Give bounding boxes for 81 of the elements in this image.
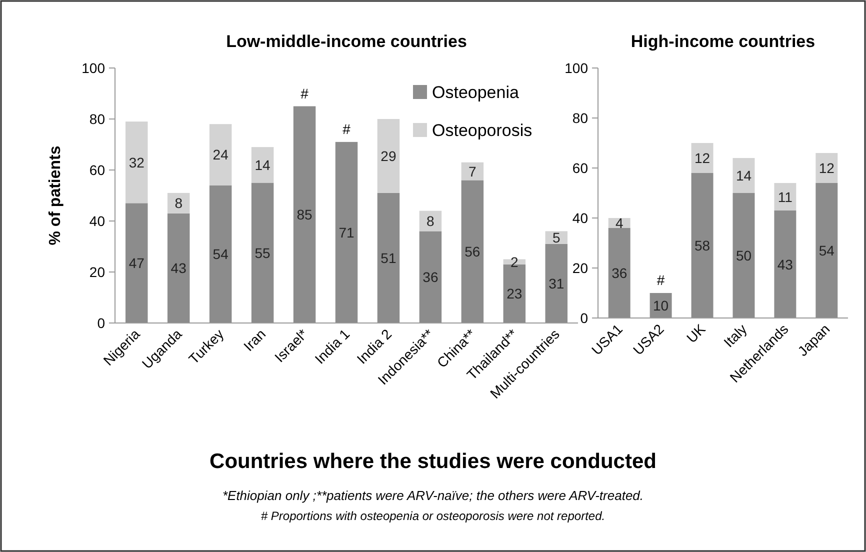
annotation: # [656,272,665,288]
data-label: 54 [212,246,229,262]
bar [461,162,484,180]
data-label: 29 [380,148,396,164]
bar [209,124,232,186]
data-label: 12 [818,160,835,176]
data-label: 50 [736,248,752,264]
data-label: 8 [174,195,183,212]
bar [732,193,755,318]
y-tick-label: 20 [89,264,106,280]
text: *Ethiopian only ;**patients were ARV-naïve; the others were ARV-treated. [222,488,644,503]
bar [774,210,796,318]
data-label: 10 [653,298,669,314]
data-label: 24 [212,146,229,163]
data-label: 32 [128,154,145,170]
data-label: 56 [464,244,480,260]
data-label: 8 [426,213,435,229]
text: # Proportions with osteopenia or osteoporosis were not reported. [260,509,606,523]
y-tick-label: 80 [572,110,588,126]
data-label: 4 [615,215,624,231]
chart-title: Low-middle-income countries [226,32,467,51]
bar [251,147,274,183]
x-tick-label: UK [683,320,709,346]
data-label: 43 [170,260,187,276]
data-label: 14 [736,168,752,184]
annotation: # [300,85,309,102]
y-tick-label: 100 [564,60,588,76]
data-label: 71 [338,224,354,240]
y-tick-label: 60 [89,162,106,178]
data-label: 5 [552,230,560,246]
bar [251,182,274,323]
legend-label: Osteoporosis [432,121,532,140]
bar [461,180,484,323]
bar [732,158,755,193]
data-label: 51 [380,250,396,266]
x-tick-label: Iran [240,326,269,354]
bar [816,153,838,183]
legend-label: Osteopenia [432,83,520,102]
bar [377,192,400,323]
bar [774,183,796,210]
data-label: 12 [694,150,710,166]
bar [691,143,714,173]
data-label: 54 [818,242,835,258]
data-label: 43 [777,256,794,272]
data-label: 11 [778,188,793,205]
data-label: 7 [468,163,477,180]
bar [167,213,190,323]
data-label: 31 [548,275,564,292]
bar [209,185,232,323]
data-label: 23 [506,286,522,302]
bar [691,173,714,318]
y-tick-label: 40 [572,210,588,226]
bar [335,142,358,323]
y-tick-label: 60 [572,160,588,176]
data-label: 58 [694,238,710,254]
data-label: 55 [254,244,271,261]
bar [167,192,190,214]
y-tick-label: 20 [572,260,588,276]
x-axis-title: Countries where the studies were conducted [210,450,656,473]
data-label: 2 [510,254,519,270]
bar [608,228,630,318]
y-axis-title: % of patients [47,146,64,246]
y-tick-label: 80 [89,111,106,127]
y-tick-label: 0 [97,315,106,331]
data-label: 47 [128,255,145,272]
bar [125,203,148,323]
bar [545,244,568,323]
bar [377,119,400,193]
annotation: # [342,120,351,137]
bar [419,231,442,323]
data-label: 14 [254,156,271,173]
data-label: 36 [422,269,438,286]
y-tick-label: 100 [82,60,106,76]
bar [125,122,148,204]
data-label: 85 [296,206,313,223]
bar [816,183,838,318]
y-tick-label: 40 [89,213,106,229]
bar [293,106,316,323]
y-tick-label: 0 [580,310,588,326]
chart-title: High-income countries [630,32,816,51]
data-label: 36 [612,265,628,281]
